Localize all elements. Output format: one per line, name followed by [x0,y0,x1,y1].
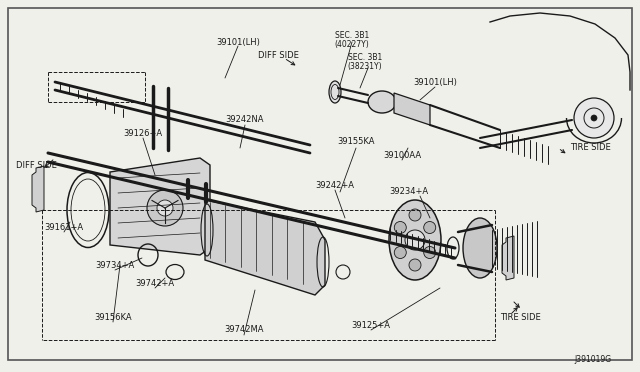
Text: (38231Y): (38231Y) [348,61,382,71]
Ellipse shape [329,81,341,103]
Circle shape [574,98,614,138]
Text: 39100AA: 39100AA [383,151,421,160]
Text: SEC. 3B1: SEC. 3B1 [348,54,382,62]
Text: J391019G: J391019G [575,356,612,365]
Text: 39126+A: 39126+A [124,128,163,138]
Ellipse shape [368,91,396,113]
Circle shape [409,259,421,271]
Polygon shape [502,236,514,280]
Text: 39742MA: 39742MA [224,326,264,334]
Text: 39101(LH): 39101(LH) [216,38,260,46]
Polygon shape [205,200,325,295]
Circle shape [147,190,183,226]
Text: 39742+A: 39742+A [136,279,175,288]
Text: TIRE SIDE: TIRE SIDE [500,314,541,323]
Text: 39156KA: 39156KA [94,314,132,323]
Polygon shape [32,166,44,212]
Circle shape [424,247,436,259]
Text: 39155KA: 39155KA [337,138,375,147]
Polygon shape [110,158,210,255]
Text: DIFF SIDE: DIFF SIDE [15,160,56,170]
Circle shape [424,221,436,234]
Text: 39161+A: 39161+A [44,224,84,232]
Circle shape [157,200,173,216]
Text: 39234+A: 39234+A [389,187,429,196]
Text: 39734+A: 39734+A [95,260,134,269]
Text: SEC. 3B1: SEC. 3B1 [335,32,369,41]
Text: (40227Y): (40227Y) [335,39,369,48]
Circle shape [405,230,425,250]
Ellipse shape [389,200,441,280]
Text: 39125+A: 39125+A [351,321,390,330]
Ellipse shape [463,218,497,278]
Circle shape [394,221,406,234]
Polygon shape [394,93,430,125]
Text: DIFF SIDE: DIFF SIDE [257,51,298,60]
Text: 39242+A: 39242+A [316,180,355,189]
Circle shape [409,209,421,221]
Text: 39242NA: 39242NA [226,115,264,125]
Text: TIRE SIDE: TIRE SIDE [570,144,611,153]
Circle shape [394,247,406,259]
Circle shape [591,115,597,121]
Text: 39101(LH): 39101(LH) [413,78,457,87]
